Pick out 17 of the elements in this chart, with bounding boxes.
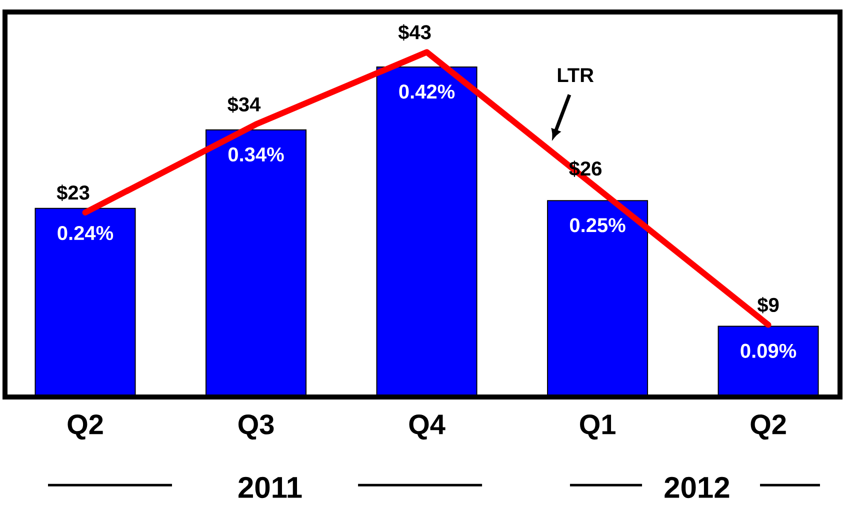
data-label: 0.25% <box>570 218 626 232</box>
text: 2011 <box>238 476 302 498</box>
text: 2012 <box>664 476 730 498</box>
data-label: $9 <box>757 296 779 314</box>
x-tick-label: Q4 <box>409 414 446 440</box>
data-label: 0.24% <box>58 226 114 240</box>
x-tick-label: Q3 <box>238 414 274 440</box>
data-label: $23 <box>56 184 90 201</box>
data-label: 0.34% <box>228 147 284 162</box>
text: LTR <box>558 68 594 82</box>
data-label: 0.09% <box>740 344 796 358</box>
x-tick-label: Q1 <box>580 414 616 440</box>
x-tick-label: Q2 <box>750 414 786 440</box>
data-label: $43 <box>398 24 431 41</box>
data-label: 0.42% <box>399 84 455 99</box>
x-tick-label: Q2 <box>68 414 103 440</box>
data-label: $34 <box>228 96 261 113</box>
